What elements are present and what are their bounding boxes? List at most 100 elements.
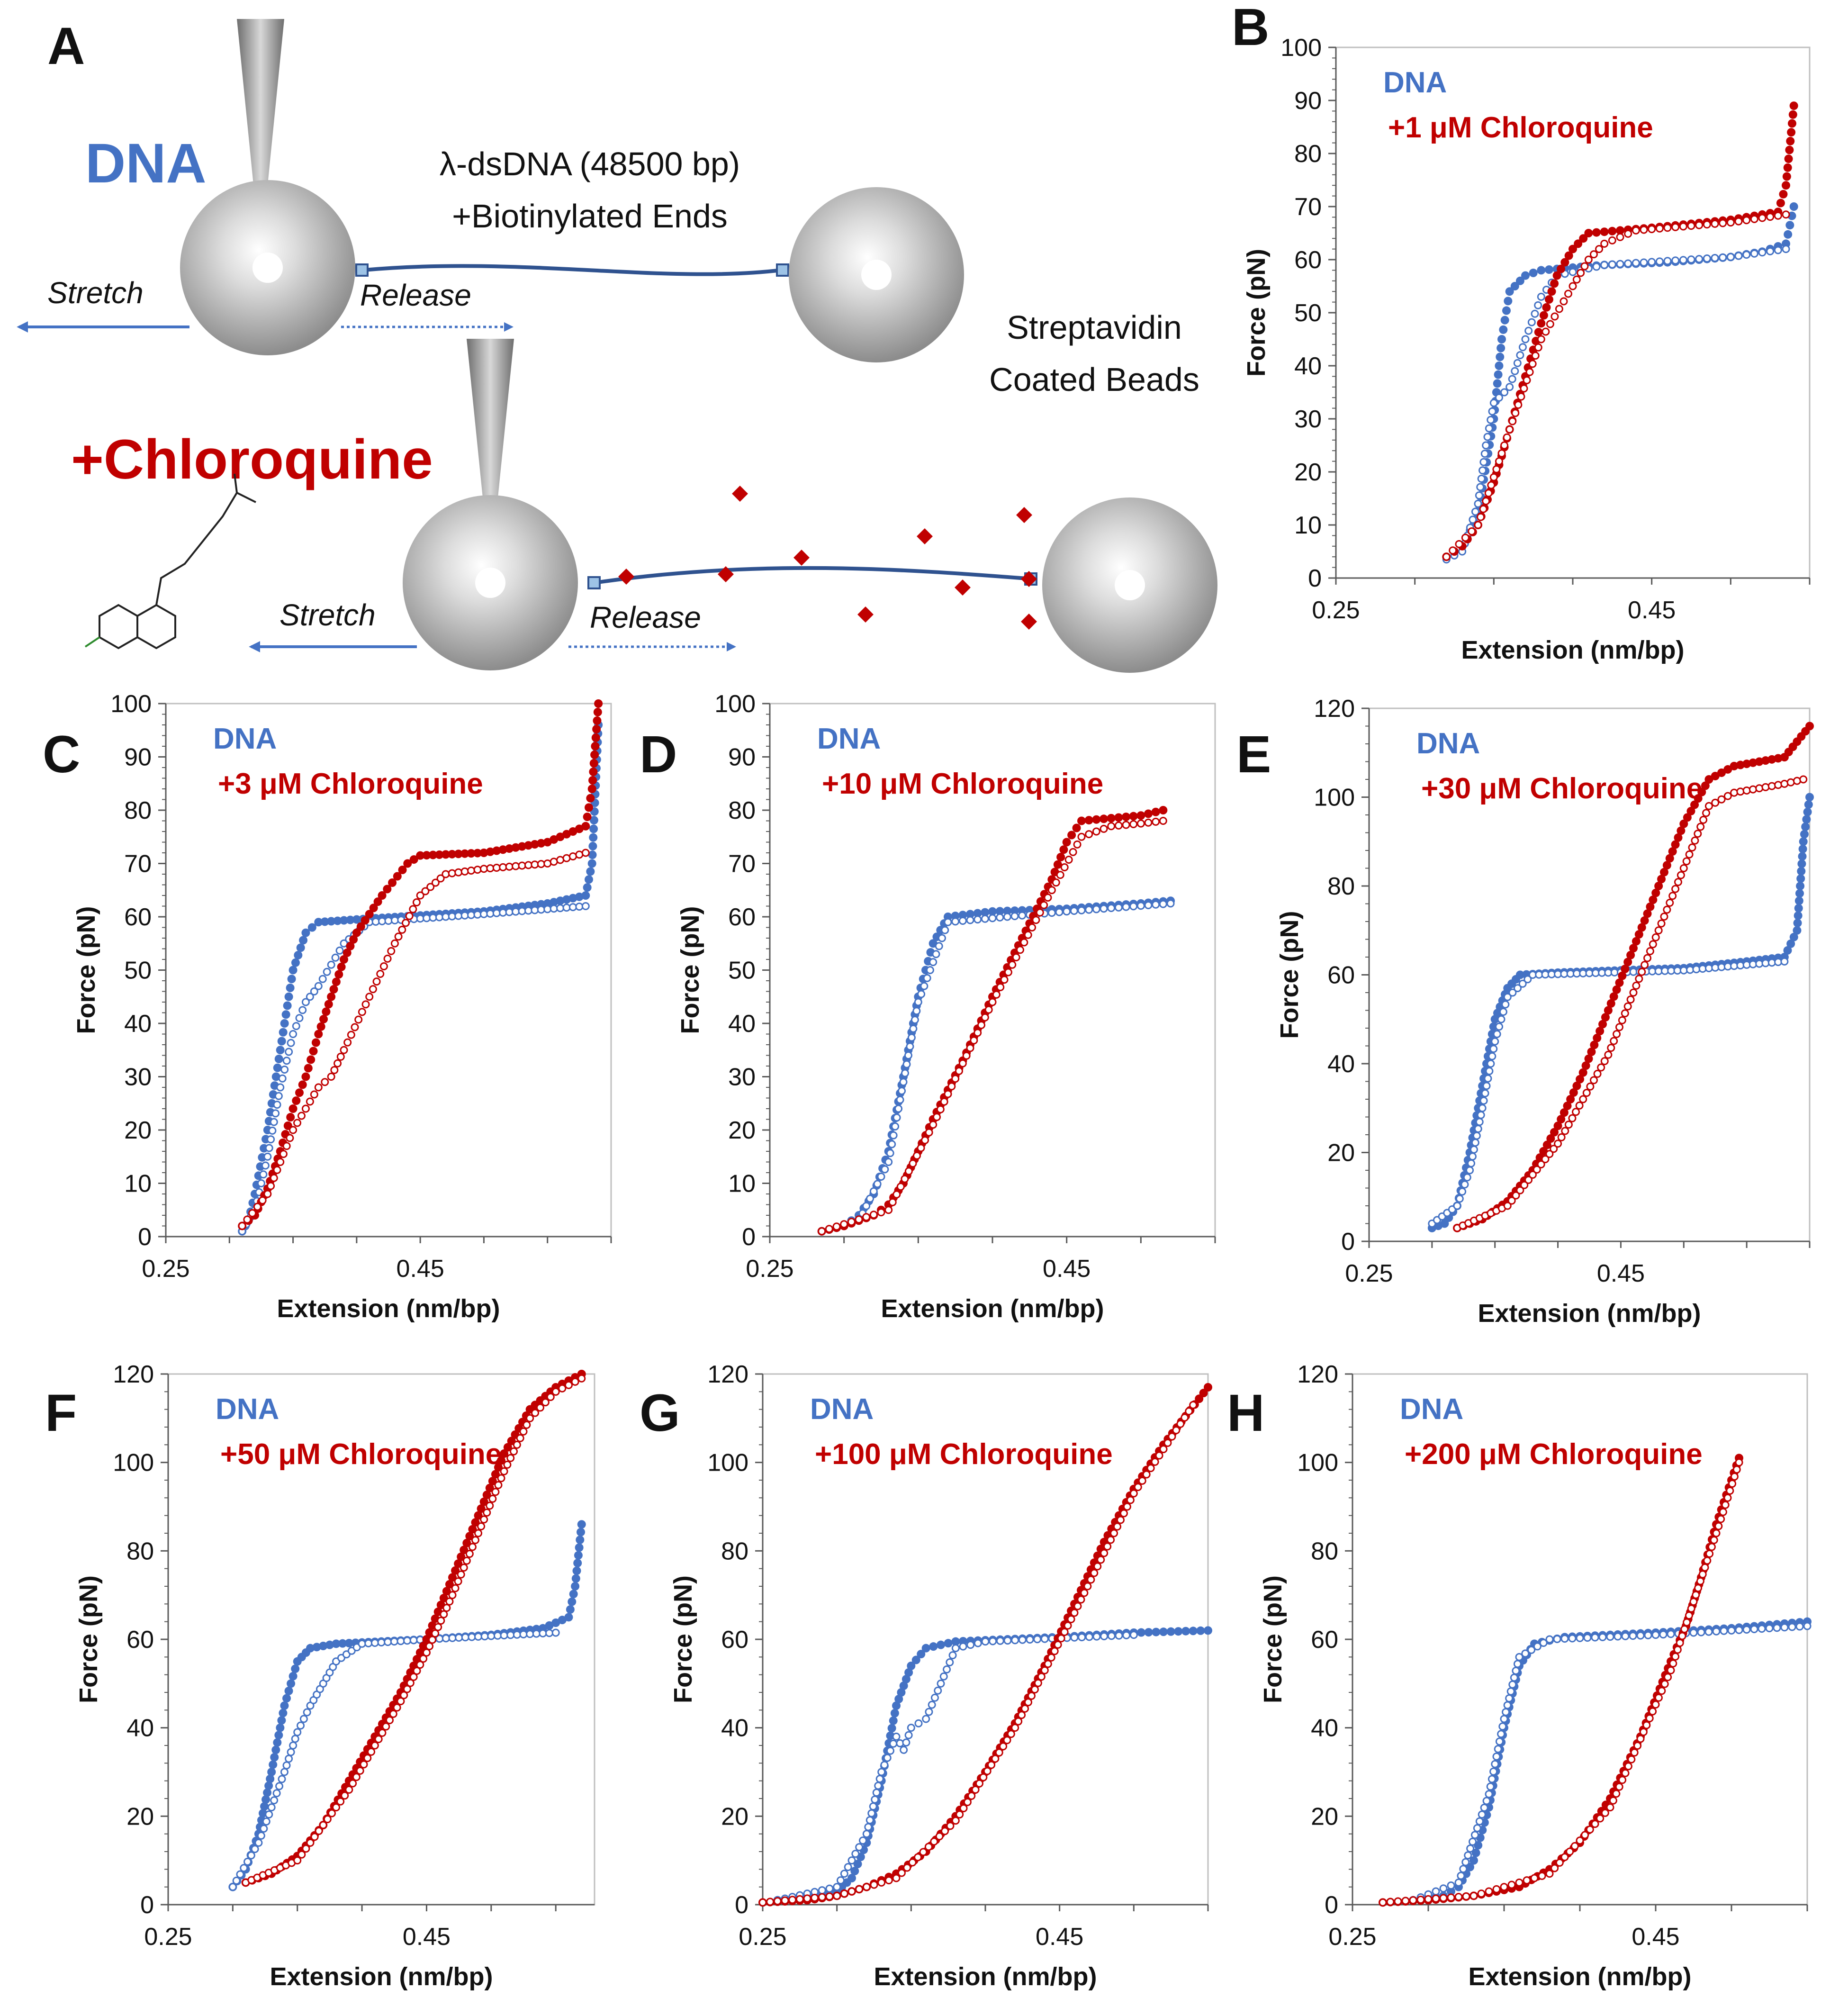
data-point: [1515, 970, 1524, 979]
data-point: [921, 1136, 929, 1144]
data-point: [434, 1623, 442, 1631]
data-point: [894, 1104, 903, 1113]
data-point: [1679, 222, 1687, 231]
data-point: [1513, 1660, 1522, 1668]
data-point: [1533, 1165, 1541, 1174]
y-tick-label: 30: [728, 1064, 756, 1091]
data-point: [1518, 979, 1527, 988]
data-point: [1468, 527, 1476, 535]
data-point: [901, 1675, 910, 1683]
data-point: [1636, 1735, 1645, 1743]
data-point: [1174, 1627, 1183, 1636]
data-point: [1783, 163, 1792, 172]
data-point: [1795, 1622, 1804, 1631]
data-point: [1572, 1108, 1580, 1116]
data-point: [473, 866, 482, 874]
data-point: [307, 1055, 316, 1064]
data-point: [903, 1863, 911, 1872]
data-point: [280, 1066, 289, 1074]
data-point: [1787, 128, 1796, 137]
data-point: [536, 1403, 544, 1412]
data-point: [1640, 258, 1648, 267]
data-point: [1077, 1595, 1085, 1604]
data-point: [323, 967, 331, 976]
data-point: [370, 1741, 379, 1750]
data-point: [1092, 827, 1100, 836]
data-point: [1521, 335, 1530, 344]
data-point: [974, 1029, 982, 1037]
data-point: [530, 840, 539, 849]
series-dna-release: [238, 902, 590, 1236]
data-point: [347, 1031, 355, 1039]
data-point: [575, 892, 584, 901]
data-point: [1774, 246, 1782, 254]
y-tick-label: 0: [1325, 1891, 1338, 1919]
data-point: [929, 1642, 938, 1651]
data-point: [378, 891, 387, 900]
x-tick-label: 0.45: [1632, 1923, 1679, 1951]
data-point: [1703, 1556, 1712, 1565]
data-point: [1123, 1502, 1131, 1511]
data-point: [966, 916, 974, 924]
data-point: [1749, 785, 1757, 794]
data-point: [1730, 788, 1739, 797]
data-point: [1546, 320, 1554, 328]
data-point: [288, 1104, 297, 1113]
data-point: [862, 1213, 871, 1221]
data-point: [286, 984, 295, 992]
data-point: [486, 1501, 494, 1510]
data-point: [1766, 213, 1775, 221]
data-point: [1723, 792, 1732, 800]
data-point: [543, 899, 552, 908]
data-point: [1618, 971, 1627, 980]
x-tick-label: 0.25: [1328, 1923, 1376, 1951]
data-point: [304, 1064, 313, 1073]
data-point: [435, 913, 443, 922]
data-point: [1489, 1045, 1498, 1053]
data-point: [1794, 904, 1803, 913]
data-point: [306, 1097, 314, 1106]
data-point: [593, 716, 602, 725]
data-point: [1512, 1666, 1520, 1675]
data-point: [1635, 975, 1643, 983]
data-point: [1482, 1797, 1491, 1805]
data-point: [1503, 1202, 1512, 1210]
data-point: [894, 1695, 903, 1703]
data-point: [1475, 1118, 1484, 1126]
data-point: [951, 917, 960, 926]
data-point: [382, 1722, 390, 1731]
data-point: [480, 1632, 489, 1641]
data-point: [1527, 318, 1536, 326]
data-point: [1100, 1632, 1109, 1640]
data-point: [1789, 101, 1798, 110]
data-point: [1649, 895, 1658, 904]
data-point: [282, 1057, 291, 1065]
data-point: [1749, 758, 1758, 767]
data-point: [1564, 1121, 1573, 1129]
data-point: [1570, 1842, 1579, 1850]
data-point: [1508, 375, 1516, 383]
data-point: [1507, 1196, 1516, 1205]
x-tick-label: 0.45: [397, 1255, 444, 1283]
x-tick-label: 0.25: [1345, 1260, 1393, 1287]
data-point: [506, 1631, 515, 1639]
data-point: [1667, 1666, 1675, 1674]
data-point: [1528, 1170, 1537, 1179]
panel-label-a: A: [47, 17, 85, 75]
data-point: [267, 1803, 276, 1812]
data-point: [506, 1454, 515, 1462]
data-point: [1163, 1438, 1172, 1447]
data-point: [1797, 867, 1806, 876]
data-point: [1624, 259, 1632, 268]
data-point: [1662, 861, 1671, 870]
data-point: [589, 824, 598, 833]
data-point: [1719, 1508, 1727, 1516]
data-point: [1514, 984, 1522, 993]
beads-line1: Streptavidin: [1007, 309, 1182, 346]
data-point: [1116, 1516, 1125, 1524]
data-point: [261, 1161, 270, 1170]
data-point: [1624, 1762, 1632, 1771]
data-point: [1683, 1618, 1691, 1627]
data-point: [1475, 1817, 1484, 1826]
data-point: [334, 970, 343, 979]
